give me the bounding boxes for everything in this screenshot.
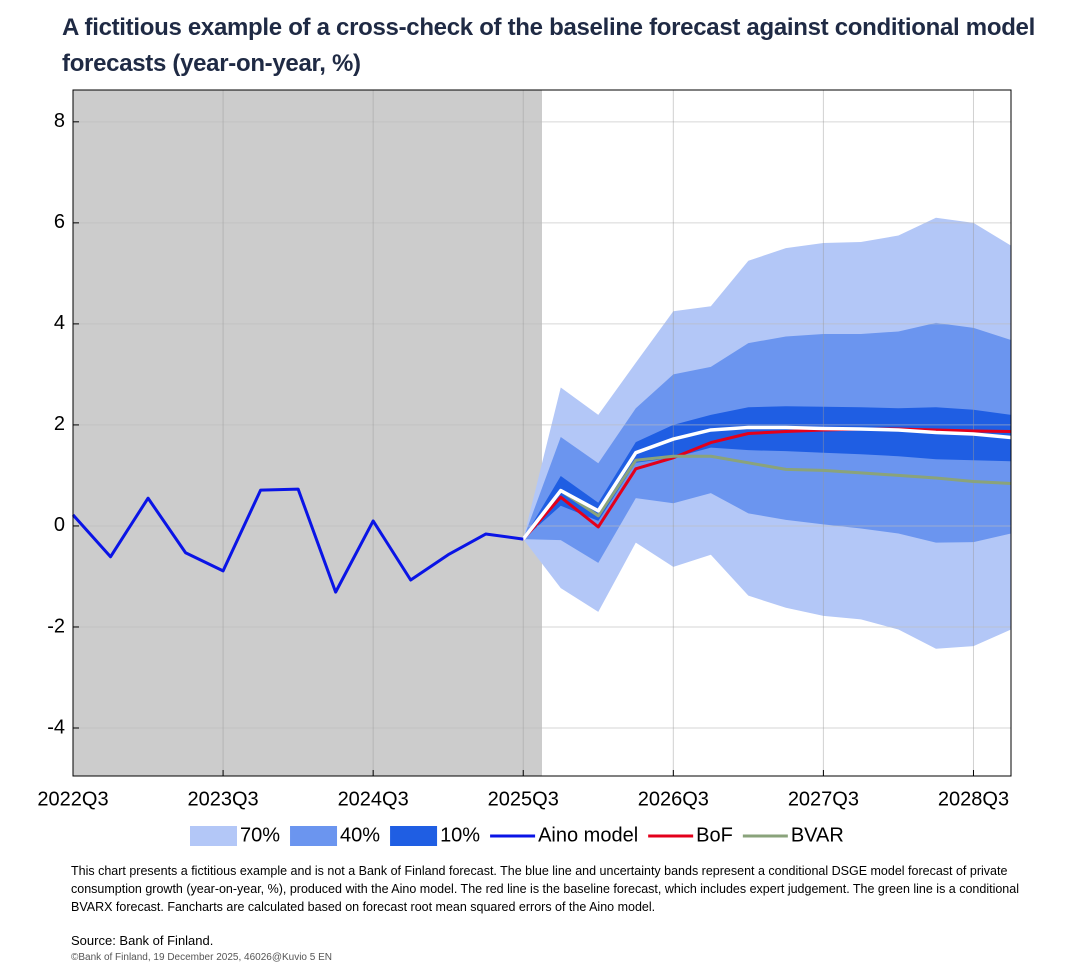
x-tick-label: 2022Q3 xyxy=(37,788,108,810)
legend-label: 70% xyxy=(240,824,280,846)
history-shade xyxy=(73,90,542,776)
x-tick-label: 2023Q3 xyxy=(187,788,258,810)
plot-frame xyxy=(72,89,1012,777)
legend-swatch xyxy=(390,826,438,846)
x-tick-label: 2024Q3 xyxy=(338,788,409,810)
fan-band xyxy=(523,406,1011,540)
legend-label: BVAR xyxy=(791,824,844,846)
chart-title: A fictitious example of a cross-check of… xyxy=(62,14,1035,77)
y-tick-label: 0 xyxy=(54,514,65,536)
y-tick-label: 4 xyxy=(54,312,65,334)
legend-swatch xyxy=(290,826,338,846)
x-tick-label: 2028Q3 xyxy=(938,788,1009,810)
y-tick-label: 6 xyxy=(54,211,65,233)
chart: -4 -2 0 2 4 6 8 2022Q3 2023Q3 2024Q3 2025Q3 2026Q3 2… xyxy=(37,89,1012,846)
legend-label: Aino model xyxy=(538,824,638,846)
legend-swatch xyxy=(190,826,237,846)
series-line xyxy=(522,454,1012,540)
series-line xyxy=(522,427,1012,541)
y-tick-label: 2 xyxy=(54,413,65,435)
median-line xyxy=(521,425,1012,541)
legend-label: 10% xyxy=(440,824,480,846)
chart-note: This chart presents a fictitious example… xyxy=(71,864,1019,914)
x-tick-label: 2026Q3 xyxy=(638,788,709,810)
y-tick-label: -2 xyxy=(47,615,65,637)
source: Source: Bank of Finland. xyxy=(71,933,214,948)
x-tick-label: 2027Q3 xyxy=(788,788,859,810)
x-tick-label: 2025Q3 xyxy=(488,788,559,810)
y-tick-label: -4 xyxy=(47,716,65,738)
legend-label: 40% xyxy=(340,824,380,846)
y-tick-label: 8 xyxy=(54,110,65,132)
copyright: ©Bank of Finland, 19 December 2025, 4602… xyxy=(71,952,333,963)
legend-label: BoF xyxy=(696,824,733,846)
series-line xyxy=(71,487,524,594)
